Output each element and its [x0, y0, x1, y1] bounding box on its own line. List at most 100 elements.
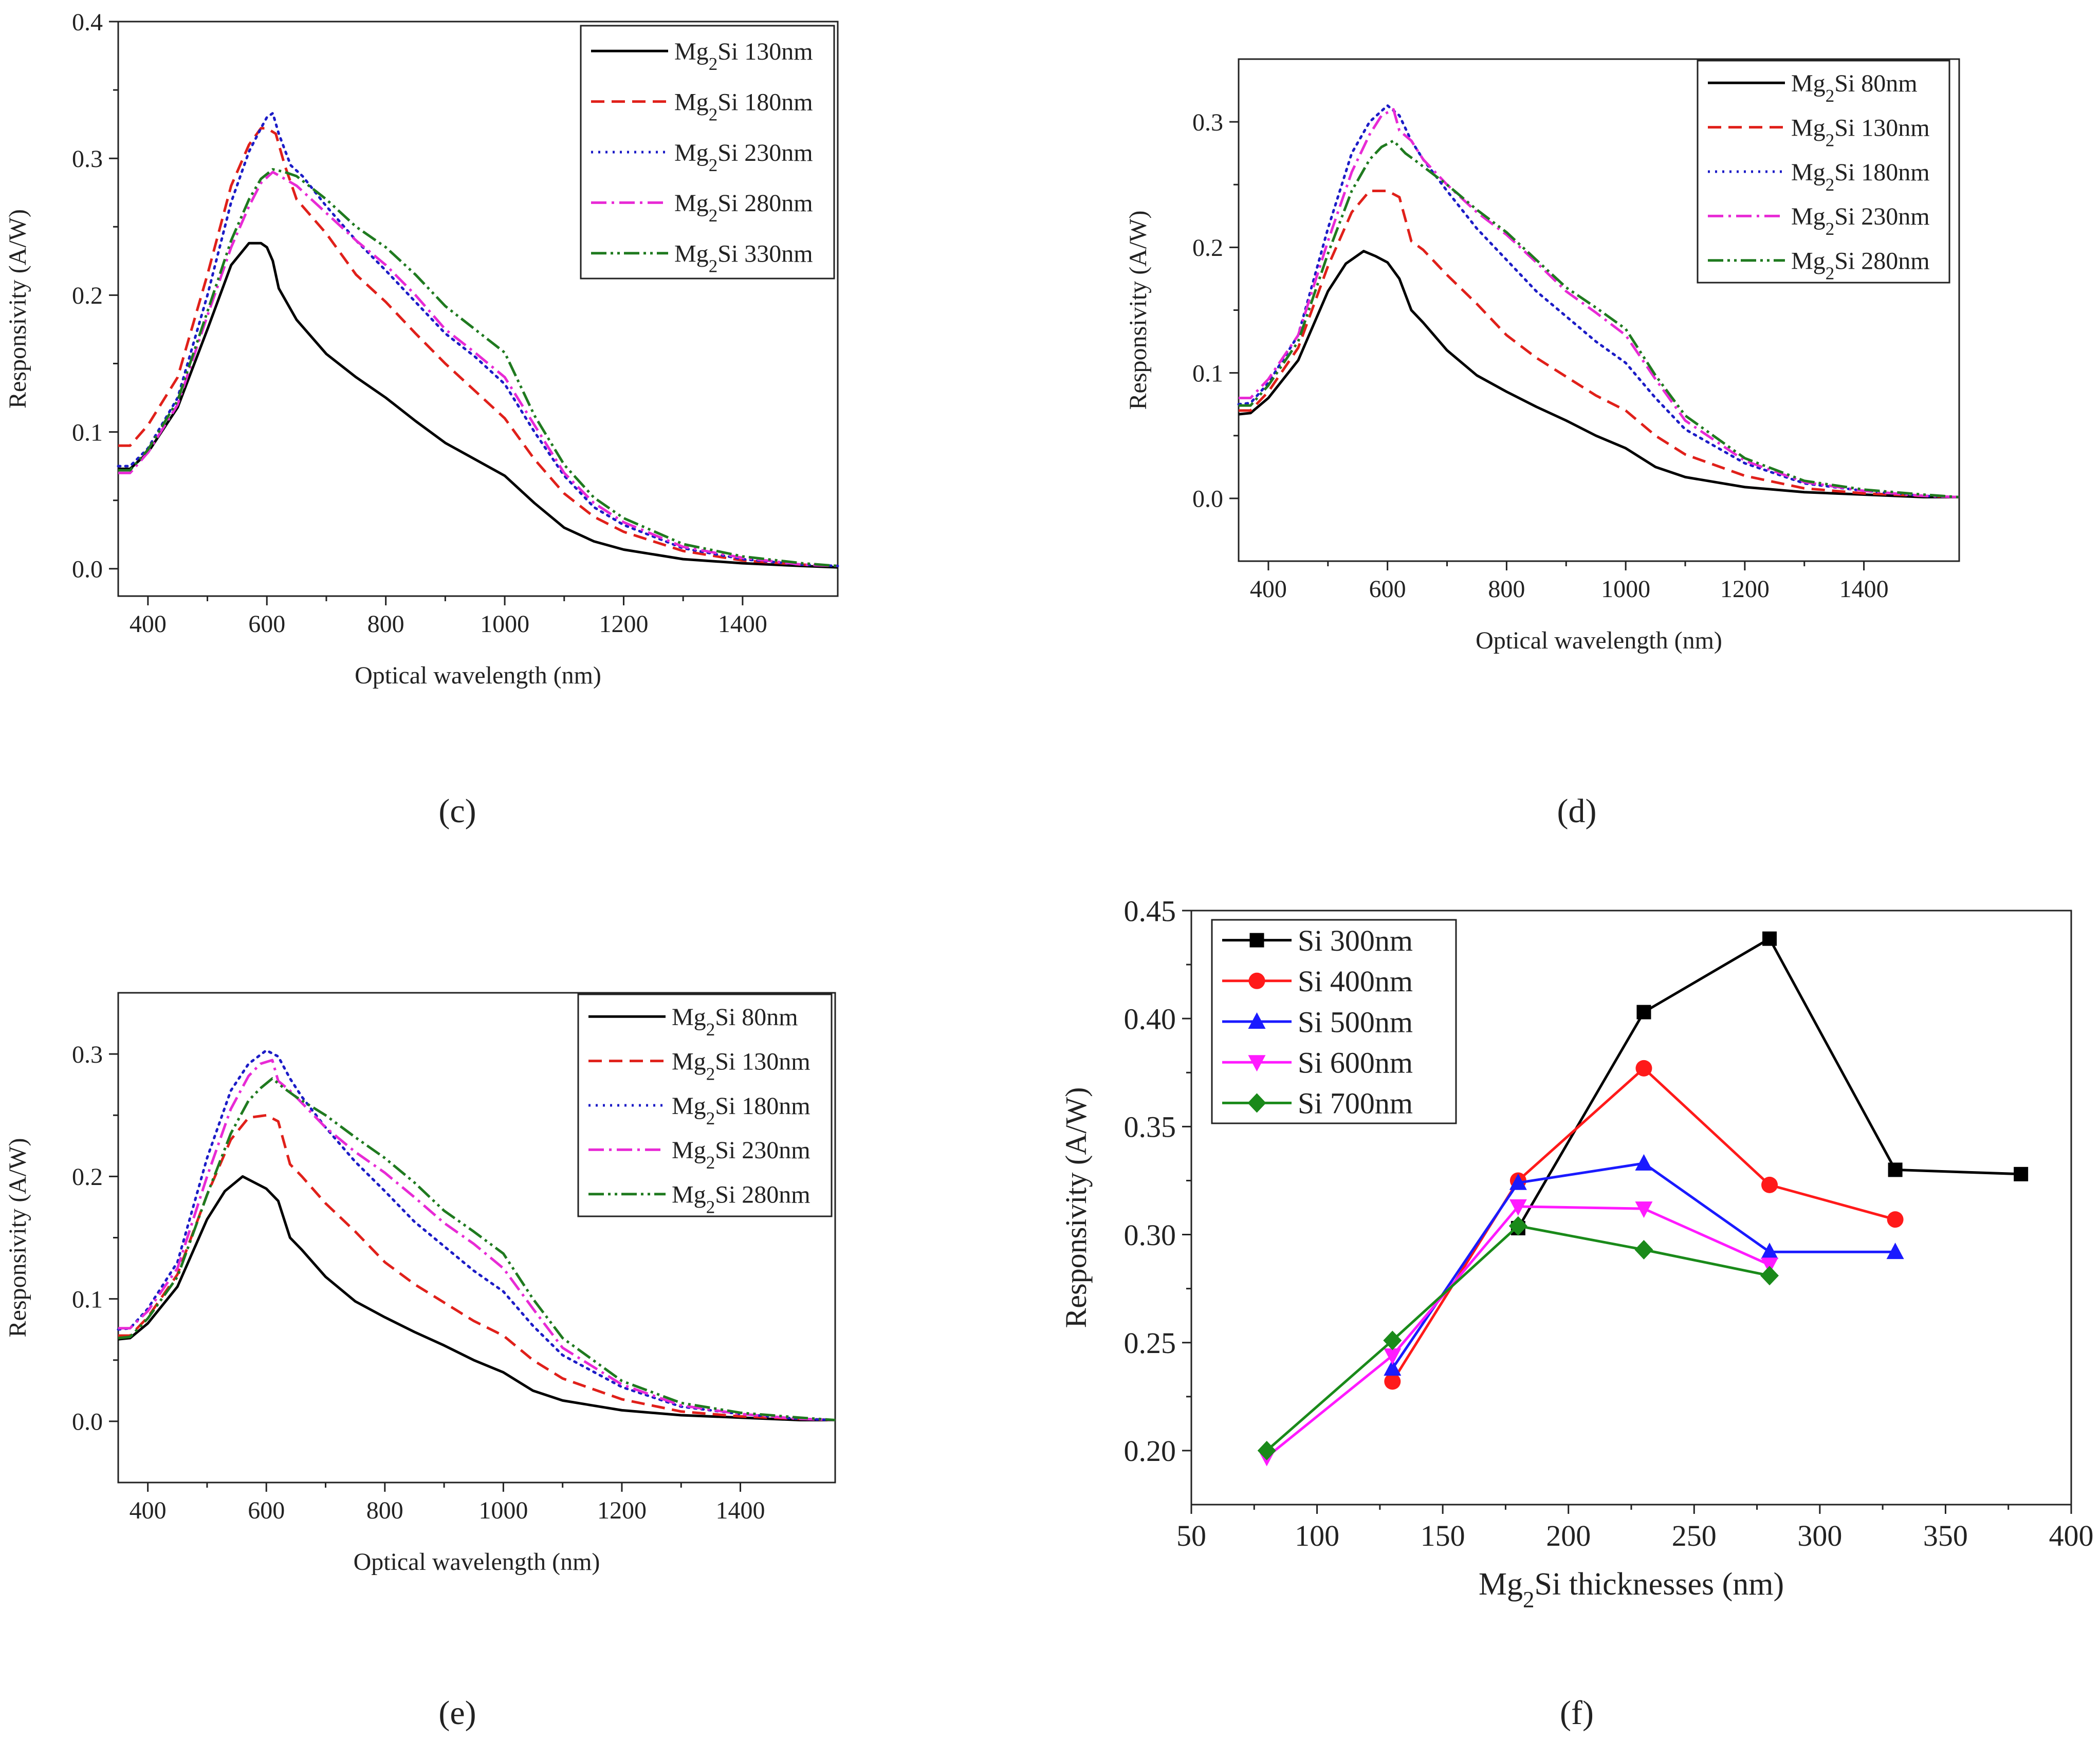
y-axis-label: Responsivity (A/W): [4, 1138, 31, 1338]
x-axis-label: Optical wavelength (nm): [354, 1548, 600, 1576]
series-line-0: [118, 242, 838, 569]
series-line-4: [1266, 1225, 1770, 1452]
y-tick-label: 0.4: [72, 9, 103, 36]
legend-label: Mg2Si 80nm: [1791, 70, 1918, 106]
legend-label: Mg2Si 230nm: [674, 139, 813, 175]
data-point: [1887, 1211, 1904, 1228]
y-tick-label: 0.1: [72, 419, 103, 446]
x-tick-label: 400: [130, 1497, 167, 1524]
x-tick-label: 1400: [718, 610, 767, 638]
series-line-0: [1238, 250, 1959, 498]
data-point: [1760, 1266, 1779, 1286]
chart-panel-d: 400 600 800 1000 1200 1400 0.0 0.1 0.2 0.3 Optical…: [1125, 58, 1961, 654]
series-line-4: [1239, 139, 1960, 498]
x-tick-label: 800: [366, 1497, 403, 1524]
legend-label: Mg2Si 280nm: [674, 190, 813, 226]
x-tick-label: 1400: [716, 1497, 765, 1524]
y-tick-label: 0.30: [1124, 1218, 1176, 1252]
y-tick-label: 0.20: [1124, 1434, 1176, 1468]
legend-marker: [1248, 972, 1265, 989]
data-point: [1384, 1348, 1402, 1365]
y-tick-label: 0.0: [72, 556, 103, 583]
x-axis-label: Mg2Si thicknesses (nm): [1479, 1567, 1784, 1613]
data-point: [1508, 1216, 1527, 1236]
data-point: [1762, 931, 1777, 946]
data-point: [1635, 1154, 1653, 1171]
legend-label: Mg2Si 280nm: [1791, 248, 1930, 284]
x-tick-label: 350: [1923, 1519, 1968, 1552]
x-tick-label: 250: [1672, 1519, 1717, 1552]
x-tick-label: 150: [1421, 1519, 1465, 1552]
data-point: [1761, 1243, 1779, 1260]
y-tick-label: 0.1: [1192, 360, 1223, 387]
chart-panel-e: 400 600 800 1000 1200 1400 0.0 0.1 0.2 0.3 Optical…: [4, 992, 837, 1576]
panel-label-e: (e): [438, 1694, 476, 1732]
series-line-1: [1239, 190, 1960, 498]
series-line-1: [118, 127, 838, 567]
legend-label: Mg2Si 130nm: [1791, 114, 1930, 150]
panel-label-c: (c): [438, 792, 476, 830]
series-line-3: [118, 171, 838, 567]
x-tick-label: 600: [248, 610, 285, 638]
legend-label: Si 600nm: [1298, 1046, 1413, 1080]
data-point: [1886, 1243, 1904, 1260]
y-axis-label: Responsivity (A/W): [4, 209, 31, 409]
legend-label: Mg2Si 230nm: [1791, 203, 1930, 239]
legend-label: Mg2Si 230nm: [672, 1137, 810, 1173]
panel-label-d: (d): [1557, 792, 1597, 830]
data-point: [1509, 1173, 1527, 1190]
series-line-1: [1391, 1067, 1896, 1382]
x-tick-label: 1200: [597, 1497, 647, 1524]
y-tick-label: 0.3: [72, 1041, 103, 1068]
data-point: [1257, 1440, 1276, 1460]
y-axis-label: Responsivity (A/W): [1125, 211, 1152, 410]
data-point: [1383, 1330, 1402, 1350]
legend-label: Mg2Si 180nm: [674, 88, 813, 124]
legend-label: Mg2Si 280nm: [672, 1181, 810, 1217]
legend-label: Si 300nm: [1298, 924, 1413, 957]
data-point: [1384, 1373, 1401, 1390]
x-tick-label: 600: [248, 1497, 285, 1524]
series-line-4: [118, 168, 838, 567]
legend-label: Mg2Si 180nm: [672, 1092, 810, 1128]
data-point: [1384, 1359, 1402, 1376]
x-axis-label: Optical wavelength (nm): [1476, 627, 1722, 654]
series-line-4: [118, 1077, 836, 1421]
x-tick-label: 400: [2049, 1519, 2094, 1552]
legend-label: Si 500nm: [1298, 1005, 1413, 1039]
y-tick-label: 0.35: [1124, 1110, 1176, 1144]
panel-label-f: (f): [1560, 1694, 1594, 1732]
series-line-0: [118, 1175, 835, 1421]
x-tick-label: 1200: [1720, 576, 1770, 603]
y-tick-label: 0.2: [72, 1163, 103, 1191]
series-line-3: [1266, 1205, 1771, 1458]
legend-label: Mg2Si 330nm: [674, 240, 813, 276]
x-tick-label: 1400: [1839, 576, 1889, 603]
x-tick-label: 1000: [1601, 576, 1650, 603]
legend-marker: [1248, 1012, 1266, 1029]
x-tick-label: 50: [1176, 1519, 1206, 1552]
x-axis-label: Optical wavelength (nm): [355, 662, 601, 689]
x-tick-label: 400: [130, 610, 167, 638]
x-tick-label: 400: [1250, 576, 1287, 603]
series-line-2: [1237, 104, 1961, 498]
y-tick-label: 0.1: [72, 1286, 103, 1313]
x-tick-label: 200: [1546, 1519, 1591, 1552]
legend-box: [1697, 60, 1950, 284]
y-tick-label: 0.0: [72, 1409, 103, 1436]
y-tick-label: 0.3: [1192, 109, 1223, 136]
data-point: [1634, 1239, 1653, 1260]
legend-label: Mg2Si 130nm: [674, 38, 813, 74]
x-tick-label: 300: [1797, 1519, 1842, 1552]
chart-panel-c: 400 600 800 1000 1200 1400 0.0 0.1 0.2 0.3 0.4 Opti…: [4, 9, 839, 689]
data-point: [1888, 1162, 1903, 1177]
legend-marker: [1247, 1093, 1266, 1113]
y-tick-label: 0.0: [1192, 486, 1223, 513]
x-tick-label: 1000: [478, 1497, 528, 1524]
legend-label: Mg2Si 130nm: [672, 1048, 810, 1084]
y-tick-label: 0.45: [1124, 894, 1176, 928]
y-tick-label: 0.40: [1124, 1002, 1176, 1035]
legend-box: [580, 25, 835, 280]
plot-frame: [117, 21, 839, 597]
